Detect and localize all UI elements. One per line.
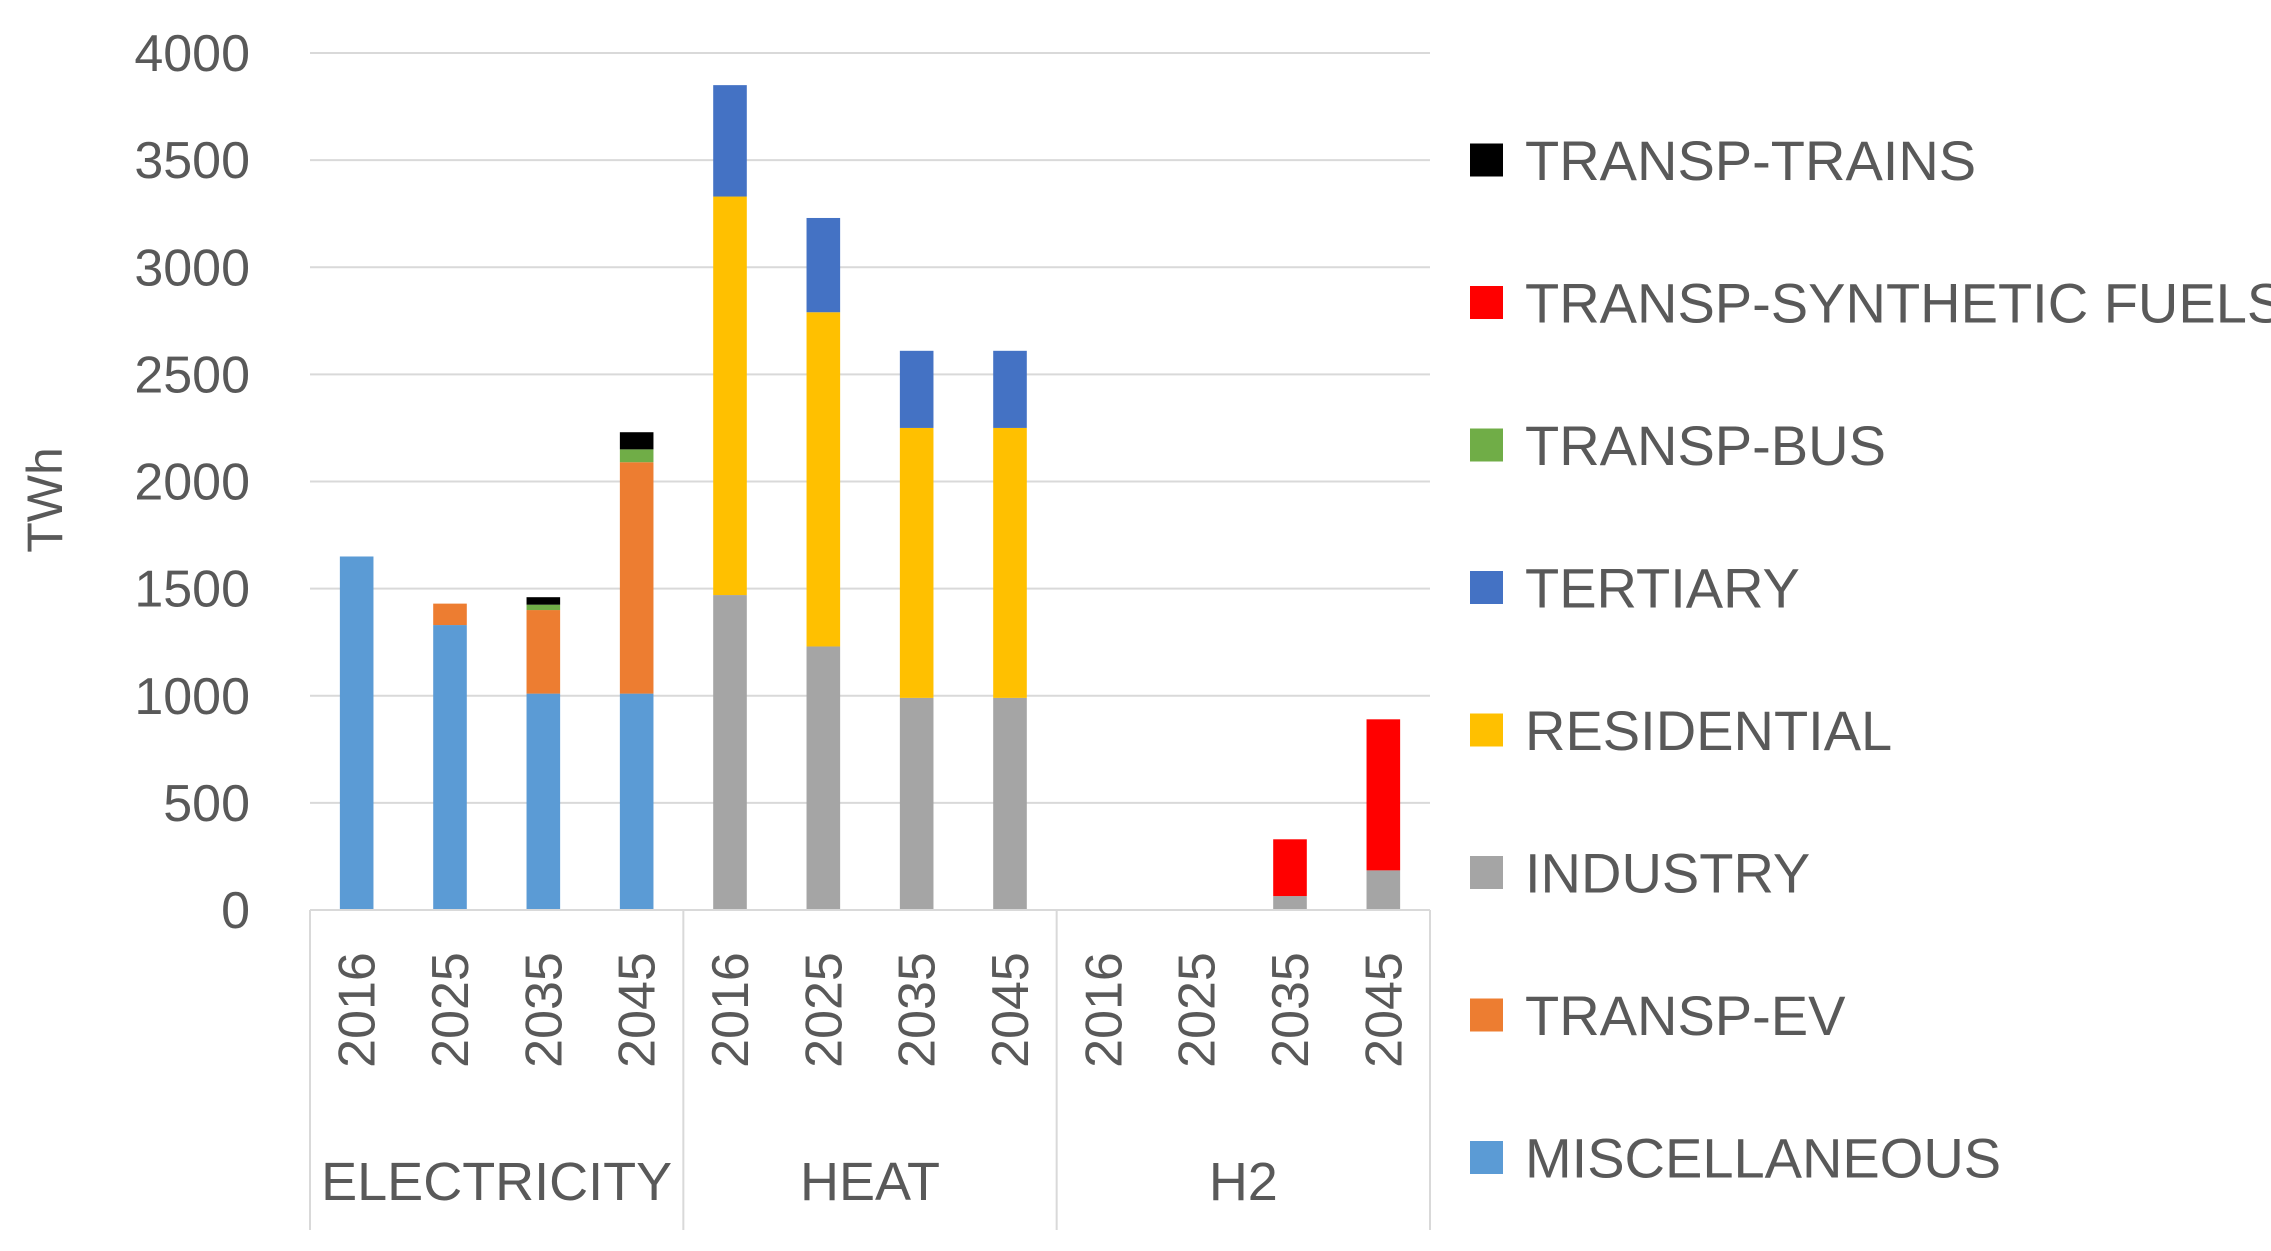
- x-tick-label: 2035: [889, 952, 947, 1068]
- bar-segment: [433, 625, 467, 910]
- bar-segment: [899, 427, 934, 698]
- legend-label: TRANSP-BUS: [1525, 414, 1886, 477]
- legend-label: TERTIARY: [1525, 557, 1800, 620]
- bar-segment: [713, 85, 747, 197]
- bar-segment: [806, 217, 841, 313]
- x-tick-label: 2045: [609, 952, 667, 1068]
- y-tick-label: 3500: [134, 132, 250, 190]
- bar-segment: [526, 597, 561, 605]
- bar-segment: [713, 196, 747, 596]
- x-tick-label: 2045: [982, 952, 1040, 1068]
- legend-label: TRANSP-TRAINS: [1525, 129, 1976, 192]
- bar-segment: [619, 462, 654, 694]
- bar-segment: [993, 350, 1027, 428]
- y-tick-label: 3000: [134, 239, 250, 297]
- x-tick-label: 2016: [1075, 952, 1133, 1068]
- bar-segment: [713, 595, 747, 910]
- x-group-label: H2: [1209, 1152, 1278, 1212]
- x-axis: 2016 2025 2035 2045 ELECTRICITY 2016 2025 2035 2…: [309, 909, 1431, 1230]
- bar-segment: [1366, 870, 1401, 910]
- bar-segment: [526, 693, 561, 910]
- legend-swatch: [1470, 143, 1503, 177]
- x-tick-label: 2016: [329, 952, 387, 1068]
- y-tick-label: 2000: [134, 454, 250, 512]
- legend-swatch: [1470, 713, 1503, 747]
- legend-swatch: [1470, 428, 1503, 462]
- y-axis-label: TWh: [17, 447, 73, 553]
- legend-label: RESIDENTIAL: [1525, 699, 1892, 762]
- bar-segment: [899, 350, 934, 428]
- gridlines: [310, 52, 1430, 911]
- legend-swatch: [1470, 1141, 1503, 1174]
- bar-segment: [899, 697, 934, 910]
- x-tick-label: 2035: [1262, 952, 1320, 1068]
- x-tick-label: 2025: [422, 952, 480, 1068]
- x-tick-label: 2035: [515, 952, 573, 1068]
- bar-segment: [526, 610, 561, 694]
- legend-label: TRANSP-EV: [1525, 984, 1846, 1047]
- y-tick-label: 1000: [134, 668, 250, 726]
- bars: [339, 85, 1401, 910]
- bar-segment: [1273, 839, 1307, 897]
- bar-segment: [1366, 719, 1401, 871]
- bar-segment: [806, 312, 841, 647]
- bar-segment: [433, 603, 467, 626]
- x-tick-label: 2045: [1355, 952, 1413, 1068]
- y-tick-label: 500: [163, 775, 250, 833]
- legend-swatch: [1470, 286, 1503, 319]
- y-tick-label: 0: [221, 882, 250, 940]
- y-tick-label: 2500: [134, 346, 250, 404]
- legend-swatch: [1470, 998, 1503, 1032]
- bar-segment: [619, 449, 654, 463]
- legend-label: MISCELLANEOUS: [1525, 1127, 2001, 1190]
- legend-swatch: [1470, 571, 1503, 604]
- bar-segment: [806, 646, 841, 910]
- x-group-label: ELECTRICITY: [321, 1152, 672, 1212]
- bar-segment: [993, 697, 1027, 910]
- y-axis-ticks: 0 500 1000 1500 2000 2500 3000 3500 4000: [134, 25, 250, 940]
- bar-segment: [993, 427, 1027, 698]
- x-group-label: HEAT: [800, 1152, 940, 1212]
- legend-label: TRANSP-SYNTHETIC FUELS: [1525, 272, 2271, 335]
- bar-segment: [619, 432, 654, 450]
- legend-swatch: [1470, 856, 1503, 889]
- bar-segment: [619, 693, 654, 910]
- bar-segment: [526, 604, 561, 611]
- bar-segment: [1273, 896, 1307, 910]
- y-tick-label: 4000: [134, 25, 250, 83]
- legend: TRANSP-TRAINS TRANSP-SYNTHETIC FUELS TRANS…: [1470, 129, 2271, 1190]
- bar-segment: [339, 556, 374, 910]
- y-tick-label: 1500: [134, 561, 250, 619]
- x-tick-label: 2025: [795, 952, 853, 1068]
- legend-label: INDUSTRY: [1525, 842, 1810, 905]
- x-tick-label: 2016: [702, 952, 760, 1068]
- x-tick-label: 2025: [1169, 952, 1227, 1068]
